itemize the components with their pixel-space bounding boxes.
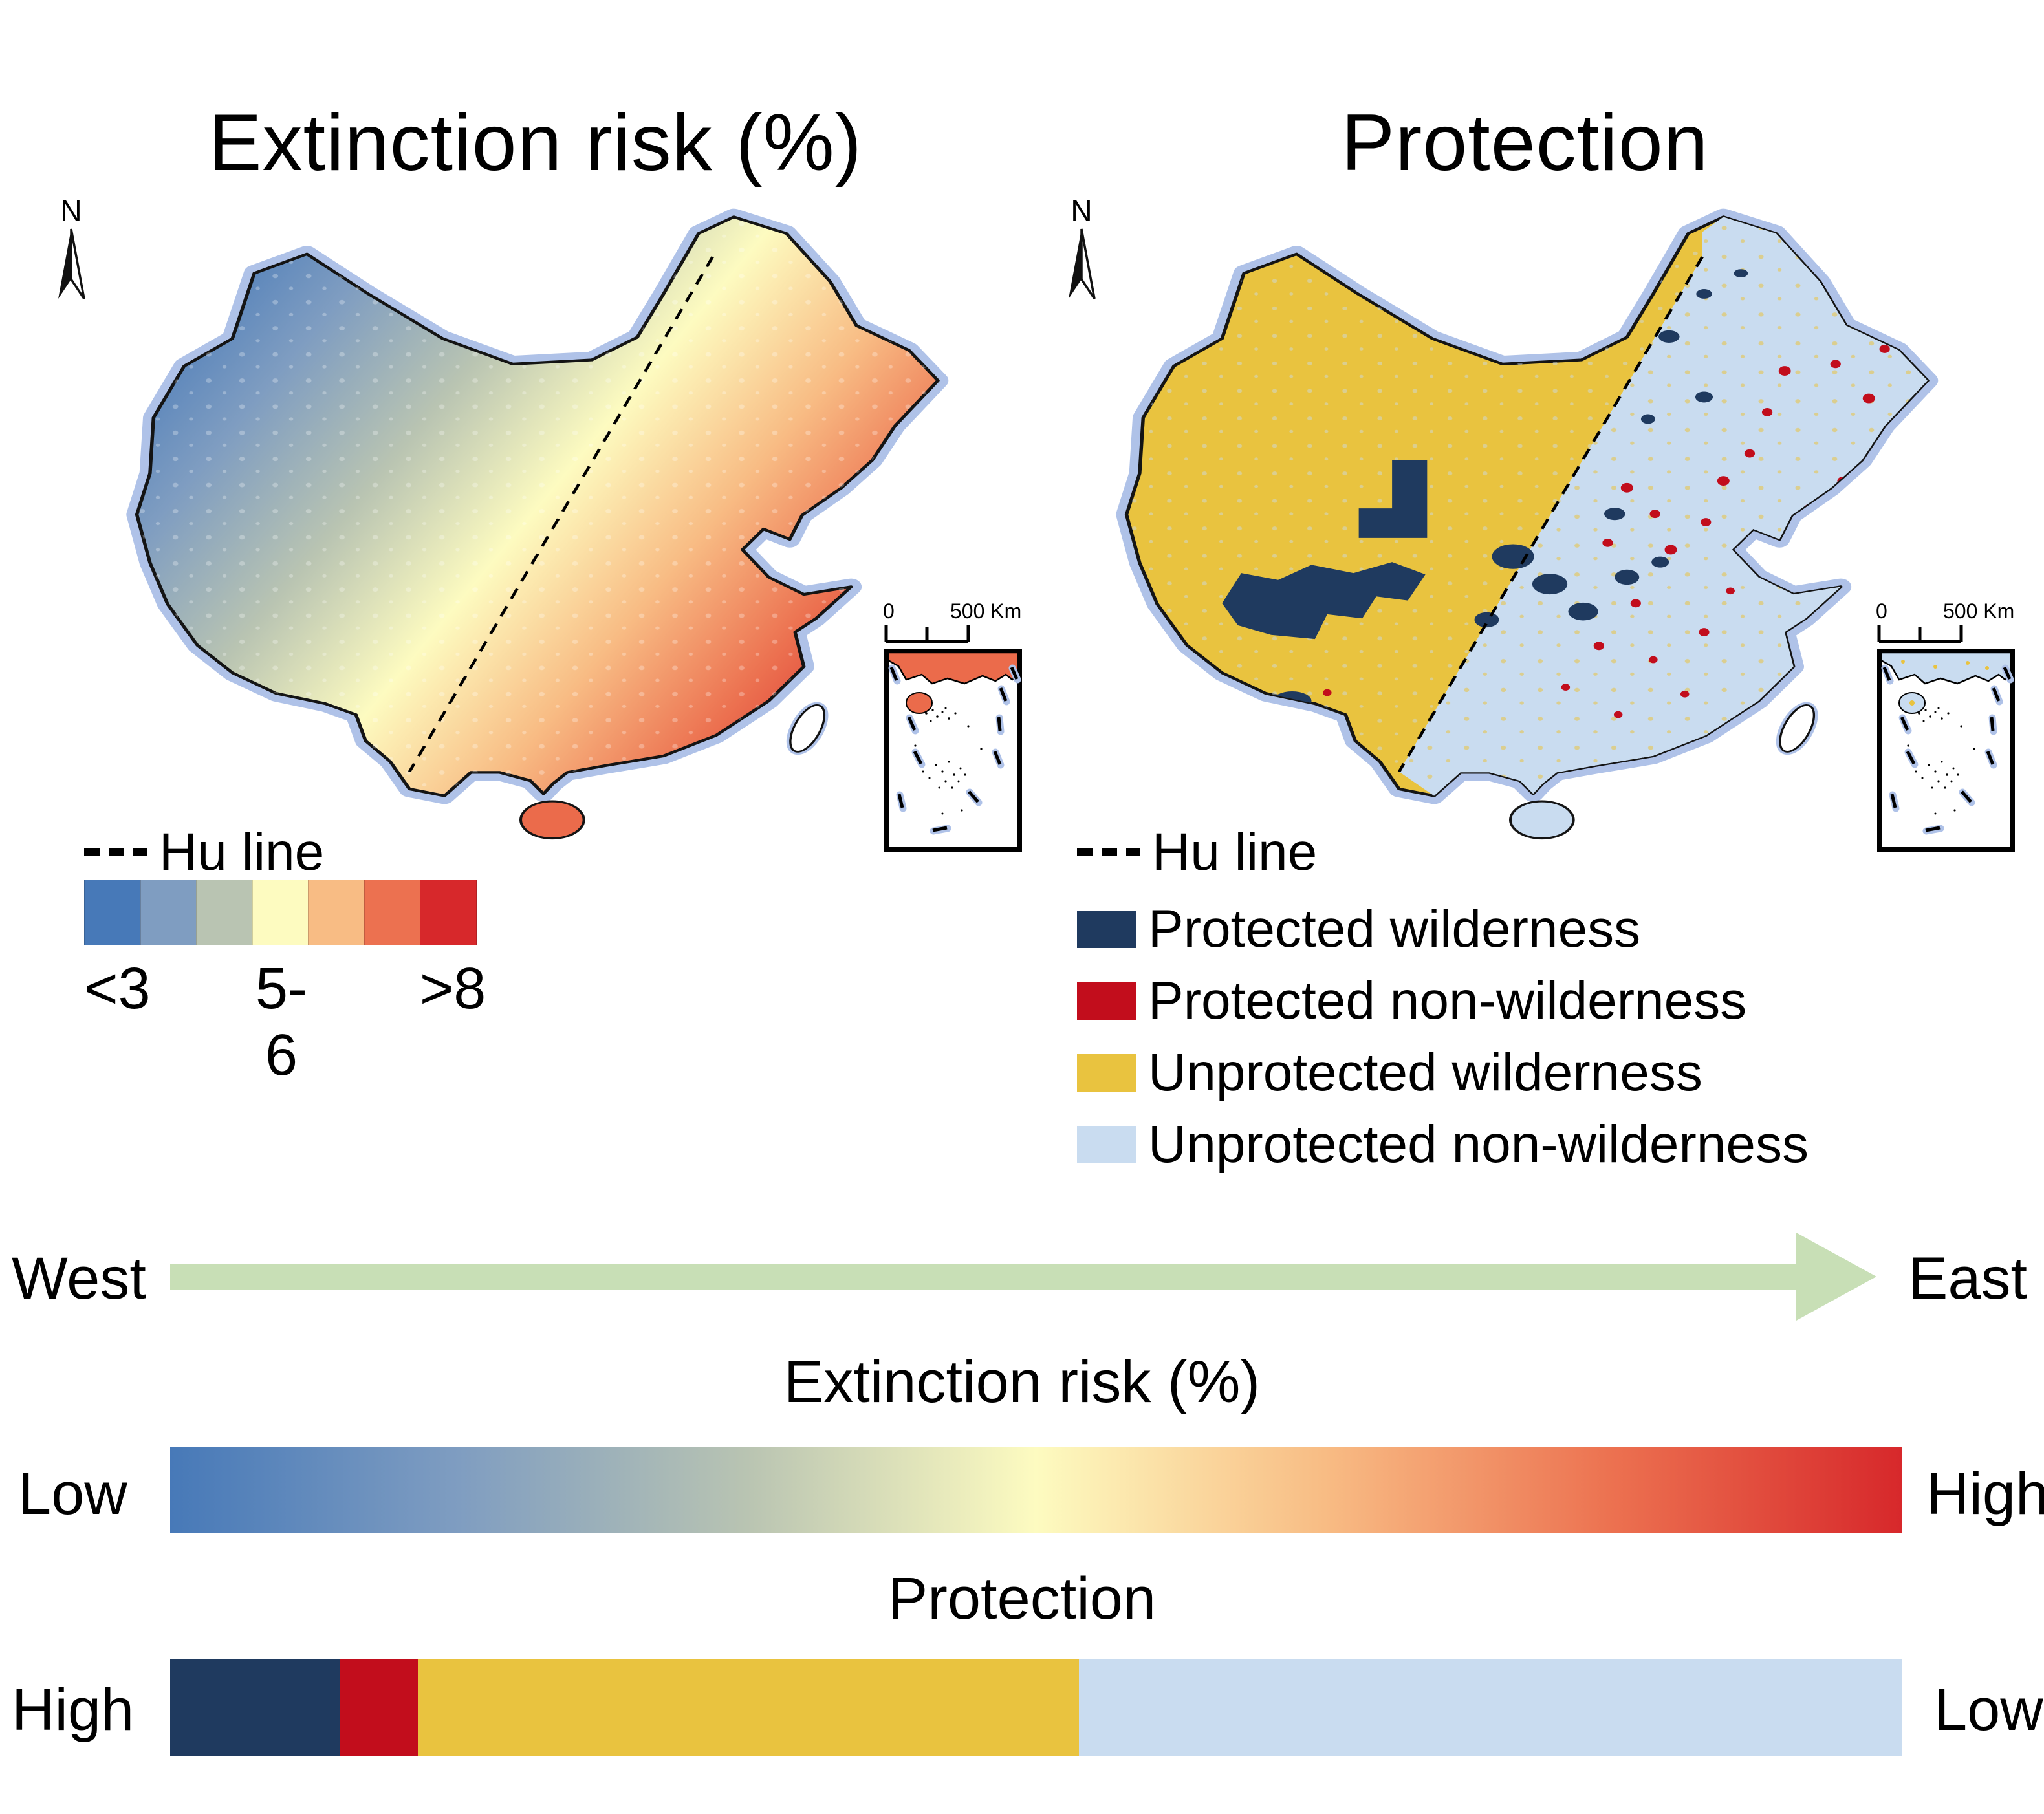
inset-wilderness-speckle [1901, 660, 1989, 706]
protection-bar-segment [340, 1659, 418, 1756]
legend-item-protected-wilderness: Protected wilderness [1077, 899, 1640, 960]
legend-item-unprotected-wilderness: Unprotected wilderness [1077, 1042, 1702, 1103]
inset-coastline [887, 651, 1019, 685]
hainan-island [519, 800, 585, 840]
china-map-protection [1116, 208, 1939, 840]
legend-swatch [1077, 1054, 1136, 1092]
nine-dash-line [888, 664, 1021, 835]
inset-islands [1907, 707, 1975, 815]
scale-distance-label: 500 Km [1943, 600, 2014, 623]
direction-west-label: West [12, 1246, 146, 1312]
scale-zero-label: 0 [883, 600, 895, 623]
protection-bar-segment [1079, 1659, 1902, 1756]
north-label: N [1071, 194, 1092, 228]
ramp-swatch [252, 880, 309, 945]
ramp-tick-low: <3 [84, 956, 151, 1021]
china-map-extinction-risk [126, 208, 949, 840]
ramp-tick-mid: 5-6 [255, 956, 308, 1088]
protection-segment-bar [170, 1659, 1902, 1756]
legend-label: Protected non-wilderness [1148, 971, 1747, 1030]
hu-line-legend-protection: Hu line [1077, 823, 1317, 881]
north-needle-dark [58, 229, 71, 299]
north-label: N [60, 194, 82, 228]
hu-line-label: Hu line [1152, 823, 1318, 881]
risk-bar-low-label: Low [18, 1461, 127, 1527]
legend-label: Protected wilderness [1148, 900, 1641, 958]
nine-dash-line [1881, 664, 2014, 835]
hu-line-dash-icon [1077, 848, 1140, 856]
legend-item-protected-non-wilderness: Protected non-wilderness [1077, 971, 1746, 1031]
legend-swatch [1077, 911, 1136, 948]
hu-line [1397, 256, 1704, 773]
ramp-swatch [84, 880, 141, 945]
scale-bar: 0 500 Km [883, 600, 1021, 643]
protection-bar-title: Protection [887, 1566, 1157, 1632]
north-arrow-icon: N [58, 194, 85, 299]
protected-wilderness-patches [1222, 269, 1748, 711]
hainan-island [1509, 800, 1575, 840]
protection-bar-segment [170, 1659, 340, 1756]
ramp-swatch [420, 880, 477, 945]
risk-gradient-bar [170, 1447, 1902, 1533]
risk-color-ramp [84, 880, 477, 945]
ramp-swatch [308, 880, 365, 945]
scale-bar-line [1877, 625, 1963, 643]
south-china-sea-inset-risk [884, 649, 1022, 852]
west-east-arrow-icon [170, 1233, 1876, 1321]
scale-bar: 0 500 Km [1876, 600, 2014, 643]
scale-distance-label: 500 Km [950, 600, 1021, 623]
ramp-swatch [196, 880, 253, 945]
scale-zero-label: 0 [1876, 600, 1887, 623]
ramp-tick-high: >8 [419, 956, 486, 1021]
north-needle-dark [1069, 229, 1082, 299]
north-arrow-icon: N [1069, 194, 1096, 299]
legend-item-unprotected-non-wilderness: Unprotected non-wilderness [1077, 1114, 1809, 1175]
hu-line-legend-risk: Hu line [84, 823, 324, 881]
inset-coastline [1880, 651, 2012, 685]
north-needle-light [1080, 228, 1096, 299]
inset-hainan [906, 692, 933, 714]
taiwan-island [1779, 704, 1816, 753]
arrow-head [1796, 1233, 1876, 1321]
east-speckle [1398, 217, 1928, 796]
legend-swatch [1077, 1126, 1136, 1163]
legend-label: Unprotected non-wilderness [1148, 1115, 1809, 1174]
ramp-swatch [140, 880, 197, 945]
arrow-shaft [170, 1264, 1796, 1290]
protection-bar-low-label: Low [1934, 1677, 2043, 1743]
ramp-swatch [364, 880, 421, 945]
panel-title-extinction-risk: Extinction risk (%) [208, 98, 863, 188]
hu-line [408, 256, 714, 773]
legend-label: Unprotected wilderness [1148, 1043, 1702, 1102]
protection-bar-high-label: High [12, 1677, 135, 1743]
panel-title-protection: Protection [1341, 98, 1709, 188]
legend-swatch [1077, 982, 1136, 1020]
taiwan-island [789, 704, 826, 753]
south-china-sea-inset-protection [1877, 649, 2015, 852]
scale-bar-line [884, 625, 970, 643]
hu-line-dash-icon [84, 848, 147, 856]
direction-east-label: East [1908, 1246, 2028, 1312]
protection-bar-segment [417, 1659, 1080, 1756]
inset-islands [914, 707, 983, 815]
north-needle-light [70, 228, 85, 299]
risk-bar-title: Extinction risk (%) [783, 1349, 1261, 1415]
hu-line-label: Hu line [159, 823, 325, 881]
risk-bar-high-label: High [1926, 1461, 2044, 1527]
